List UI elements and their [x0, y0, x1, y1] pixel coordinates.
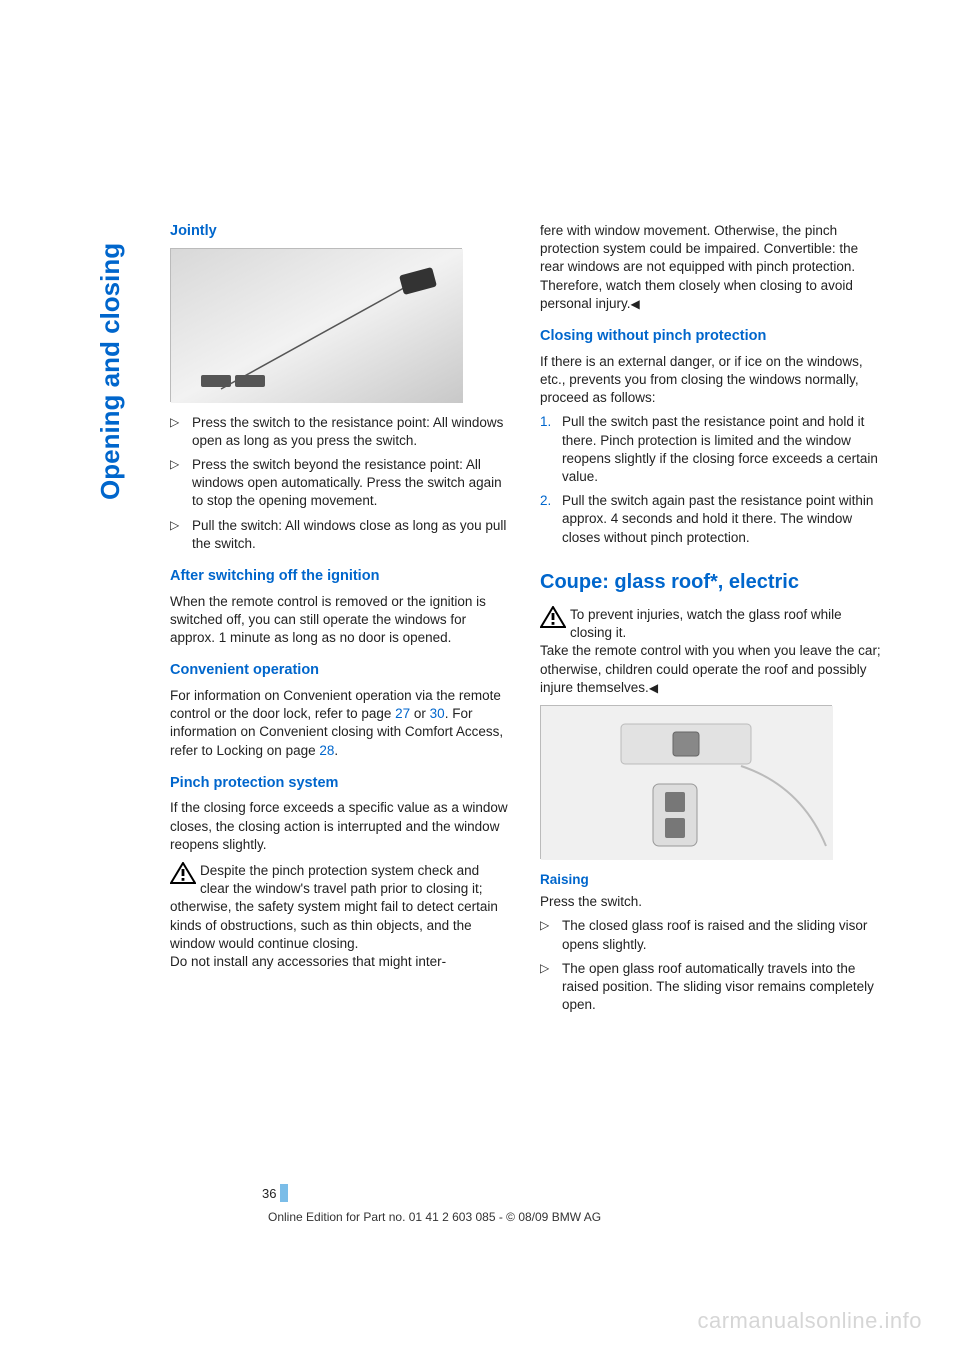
jointly-list: Press the switch to the resistance point… [170, 414, 512, 554]
list-item: Press the switch to the resistance point… [192, 414, 512, 450]
illustration-glass-roof-switch [540, 705, 832, 859]
list-item: The open glass roof automatically travel… [562, 960, 882, 1015]
body-text: When the remote control is removed or th… [170, 593, 512, 648]
content-columns: Jointly [170, 222, 882, 1020]
text: Take the remote control with you when yo… [540, 643, 881, 694]
list-text: The open glass roof automatically travel… [562, 961, 874, 1012]
warning-icon [170, 862, 196, 884]
list-text: Pull the switch: All windows close as lo… [192, 518, 506, 551]
body-text: If there is an external danger, or if ic… [540, 353, 882, 408]
text: . [334, 743, 338, 758]
warning-icon [540, 606, 566, 628]
page: Opening and closing Jointly [0, 0, 960, 1358]
warning-text-cont: Do not install any accessories that migh… [170, 954, 446, 969]
step-number: 2. [540, 492, 551, 510]
steps-list: 1. Pull the switch past the resistance po… [540, 413, 882, 547]
body-text: For information on Convenient operation … [170, 687, 512, 760]
heading-closing-wo: Closing without pinch protection [540, 327, 882, 347]
page-number: 36 [262, 1186, 276, 1201]
heading-after-ignition: After switching off the ignition [170, 567, 512, 587]
heading-coupe: Coupe: glass roof*, electric [540, 569, 882, 596]
footer-text: Online Edition for Part no. 01 41 2 603 … [268, 1210, 601, 1224]
heading-convenient: Convenient operation [170, 661, 512, 681]
body-text: fere with window movement. Otherwise, th… [540, 222, 882, 313]
end-marker-icon: ◀ [649, 680, 658, 696]
list-text: The closed glass roof is raised and the … [562, 918, 867, 951]
body-text: Press the switch. [540, 893, 882, 911]
heading-jointly: Jointly [170, 222, 512, 242]
list-item: Pull the switch: All windows close as lo… [192, 517, 512, 553]
watermark: carmanualsonline.info [697, 1308, 922, 1334]
list-item: The closed glass roof is raised and the … [562, 917, 882, 953]
section-title-vertical: Opening and closing [95, 243, 126, 500]
warning-text: Despite the pinch protection system chec… [170, 863, 498, 951]
warning-text: To prevent injuries, watch the glass roo… [570, 607, 842, 640]
list-text: Press the switch to the resistance point… [192, 415, 503, 448]
warning-block: Despite the pinch protection system chec… [170, 862, 512, 971]
end-marker-icon: ◀ [631, 296, 640, 312]
list-item: Press the switch beyond the resistance p… [192, 456, 512, 511]
heading-raising: Raising [540, 871, 882, 889]
warning-block: To prevent injuries, watch the glass roo… [540, 606, 882, 642]
list-item: 2.Pull the switch again past the resista… [562, 492, 882, 547]
right-column: fere with window movement. Otherwise, th… [540, 222, 882, 1020]
page-number-bar [280, 1184, 288, 1202]
page-link[interactable]: 27 [395, 706, 410, 721]
illustration-window-switch [170, 248, 462, 402]
list-item: 1.Pull the switch past the resistance po… [562, 413, 882, 486]
step-text: Pull the switch past the resistance poin… [562, 414, 878, 484]
text: fere with window movement. Otherwise, th… [540, 223, 858, 311]
text: or [410, 706, 430, 721]
step-text: Pull the switch again past the resistanc… [562, 493, 873, 544]
body-text: Take the remote control with you when yo… [540, 642, 882, 697]
heading-pinch: Pinch protection system [170, 774, 512, 794]
step-number: 1. [540, 413, 551, 431]
body-text: If the closing force exceeds a specific … [170, 799, 512, 854]
page-link[interactable]: 30 [430, 706, 445, 721]
list-text: Press the switch beyond the resistance p… [192, 457, 502, 508]
raising-list: The closed glass roof is raised and the … [540, 917, 882, 1014]
left-column: Jointly [170, 222, 512, 1020]
page-link[interactable]: 28 [319, 743, 334, 758]
